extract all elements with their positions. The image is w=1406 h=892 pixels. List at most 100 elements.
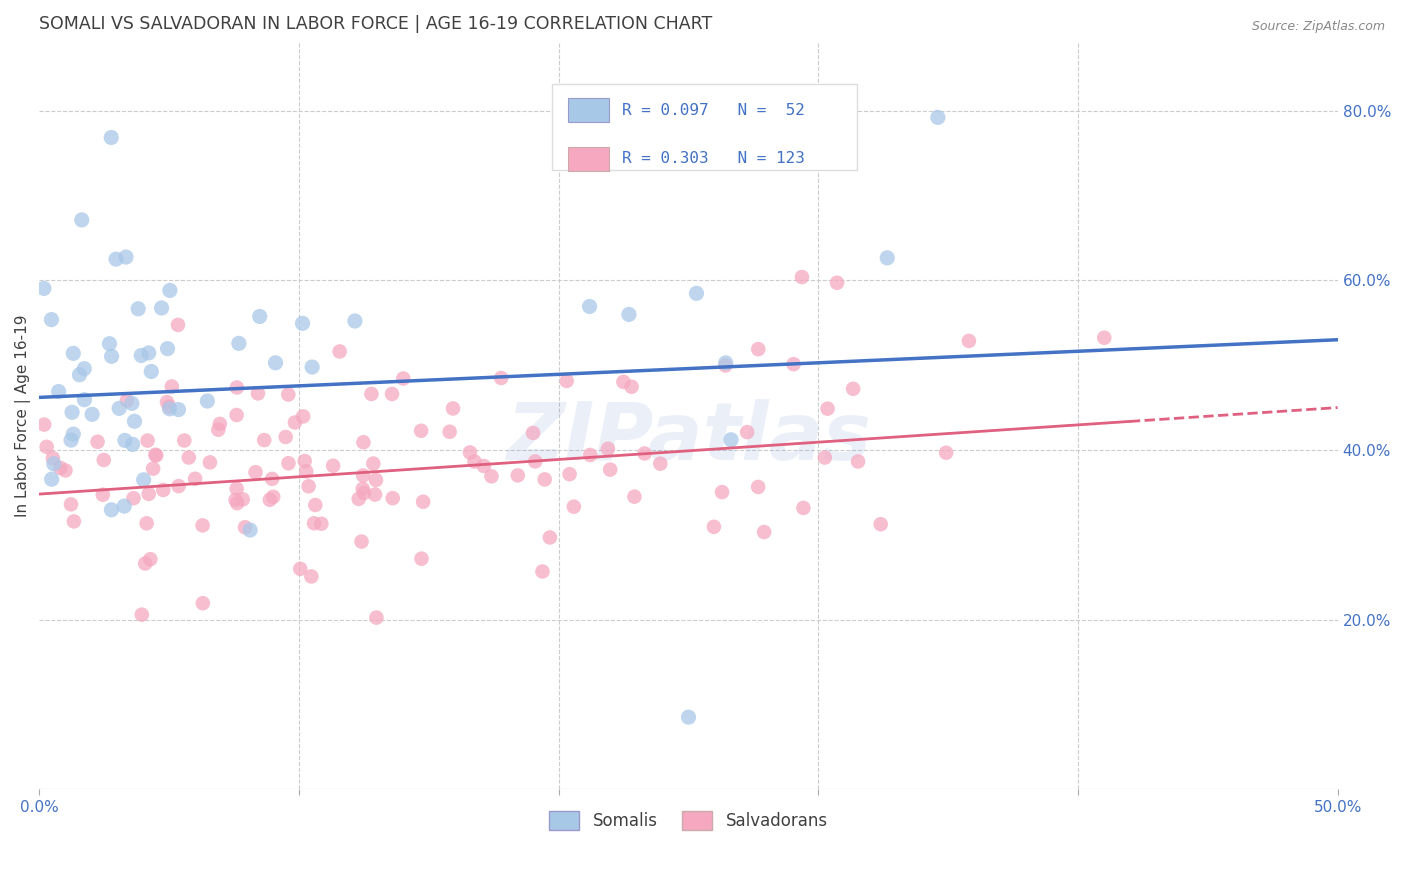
Point [108,401,131,416]
Point [177,450,200,465]
Point [714,356,737,370]
Point [599,462,621,476]
Point [277,387,299,401]
Point [152,483,174,497]
Point [596,442,619,456]
Point [747,480,769,494]
Point [226,496,249,510]
Point [191,596,214,610]
Point [35,440,58,454]
Point [720,433,742,447]
Point [207,423,229,437]
Point [122,491,145,506]
Point [141,364,163,378]
Point [366,610,388,624]
Point [747,342,769,356]
Point [98,336,121,351]
Point [115,393,138,408]
Point [506,468,529,483]
Point [274,430,297,444]
Point [579,448,602,462]
Point [232,492,254,507]
Point [228,336,250,351]
Point [69,368,91,382]
Point [159,284,181,298]
Point [522,425,544,440]
Point [441,401,464,416]
Point [138,346,160,360]
Point [927,111,949,125]
Point [208,417,231,431]
Text: Source: ZipAtlas.com: Source: ZipAtlas.com [1251,20,1385,33]
Point [409,424,432,438]
Point [533,472,555,486]
Point [156,342,179,356]
Point [439,425,461,439]
Point [121,437,143,451]
Point [160,379,183,393]
Y-axis label: In Labor Force | Age 16-19: In Labor Force | Age 16-19 [15,315,31,517]
Point [295,464,318,478]
Point [114,434,136,448]
Point [363,457,385,471]
Point [249,310,271,324]
Point [134,557,156,571]
Point [167,402,190,417]
Point [41,472,63,486]
Point [685,286,707,301]
Point [347,491,370,506]
Point [1092,331,1115,345]
Point [353,435,375,450]
Point [100,130,122,145]
Point [292,409,315,424]
Point [49,461,72,475]
Point [869,517,891,532]
Point [562,500,585,514]
Point [842,382,865,396]
Point [245,465,267,479]
Point [790,270,813,285]
Point [195,394,218,409]
Point [714,359,737,373]
Point [302,516,325,531]
Point [792,500,814,515]
Point [304,498,326,512]
Point [129,349,152,363]
Point [131,607,153,622]
Point [132,473,155,487]
Point [350,534,373,549]
Point [290,562,312,576]
Point [136,434,159,448]
Point [82,408,104,422]
Point [135,516,157,531]
Point [472,458,495,473]
Point [364,473,387,487]
Point [360,387,382,401]
Point [620,380,643,394]
Point [617,307,640,321]
Point [558,467,581,482]
Point [157,400,180,414]
Point [294,454,316,468]
Point [364,487,387,501]
Point [957,334,980,348]
Point [935,446,957,460]
Point [392,371,415,385]
Point [100,349,122,363]
Point [73,361,96,376]
Point [262,490,284,504]
Point [127,301,149,316]
Point [311,516,333,531]
Point [167,479,190,493]
Point [782,357,804,371]
Point [32,417,55,432]
Point [233,520,256,534]
Point [239,523,262,537]
Point [489,371,512,385]
Point [284,416,307,430]
Point [381,491,404,505]
Point [191,518,214,533]
Point [159,401,181,416]
Point [225,482,247,496]
Point [91,488,114,502]
